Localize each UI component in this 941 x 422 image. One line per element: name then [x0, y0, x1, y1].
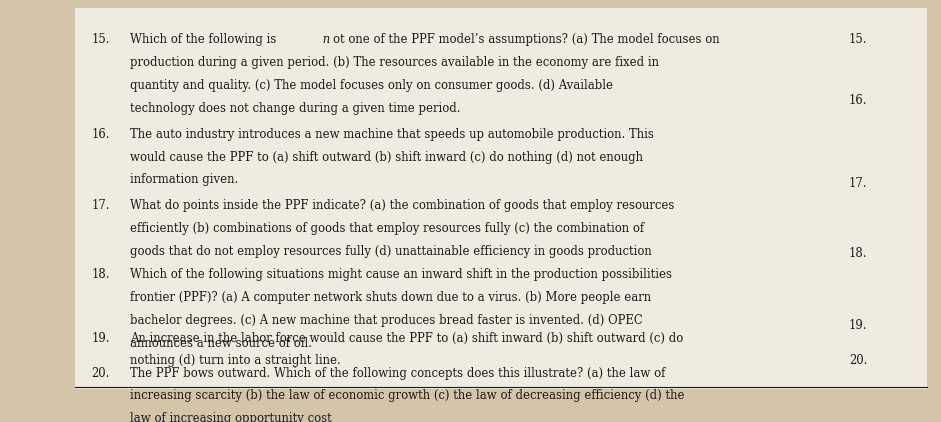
- Text: quantity and quality. (c) The model focuses only on consumer goods. (d) Availabl: quantity and quality. (c) The model focu…: [130, 79, 613, 92]
- Text: The auto industry introduces a new machine that speeds up automobile production.: The auto industry introduces a new machi…: [130, 128, 654, 141]
- Text: efficiently (b) combinations of goods that employ resources fully (c) the combin: efficiently (b) combinations of goods th…: [130, 222, 644, 235]
- Text: nothing (d) turn into a straight line.: nothing (d) turn into a straight line.: [130, 354, 341, 368]
- Text: 18.: 18.: [91, 268, 110, 281]
- Text: goods that do not employ resources fully (d) unattainable efficiency in goods pr: goods that do not employ resources fully…: [130, 245, 651, 258]
- Text: 19.: 19.: [849, 319, 868, 333]
- Text: What do points inside the PPF indicate? (a) the combination of goods that employ: What do points inside the PPF indicate? …: [130, 199, 675, 212]
- Text: frontier (PPF)? (a) A computer network shuts down due to a virus. (b) More peopl: frontier (PPF)? (a) A computer network s…: [130, 291, 651, 304]
- Text: An increase in the labor force would cause the PPF to (a) shift inward (b) shift: An increase in the labor force would cau…: [130, 332, 683, 345]
- Text: increasing scarcity (b) the law of economic growth (c) the law of decreasing eff: increasing scarcity (b) the law of econo…: [130, 390, 684, 403]
- Text: production during a given period. (b) The resources available in the economy are: production during a given period. (b) Th…: [130, 56, 659, 69]
- Text: announces a new source of oil.: announces a new source of oil.: [130, 337, 311, 350]
- Text: The PPF bows outward. Which of the following concepts does this illustrate? (a) : The PPF bows outward. Which of the follo…: [130, 367, 665, 380]
- Text: law of increasing opportunity cost: law of increasing opportunity cost: [130, 412, 331, 422]
- Text: 15.: 15.: [849, 33, 868, 46]
- Text: Which of the following situations might cause an inward shift in the production : Which of the following situations might …: [130, 268, 672, 281]
- Text: ot​ one of the PPF model’s assumptions? (a) The model focuses on: ot​ one of the PPF model’s assumptions? …: [333, 33, 720, 46]
- Text: ​n: ​n: [319, 33, 330, 46]
- Text: 18.: 18.: [849, 247, 868, 260]
- Text: 16.: 16.: [91, 128, 110, 141]
- Text: 20.: 20.: [91, 367, 110, 380]
- Text: technology does not change during a given time period.: technology does not change during a give…: [130, 102, 460, 115]
- Text: 17.: 17.: [91, 199, 110, 212]
- Text: Which of the following is: Which of the following is: [130, 33, 277, 46]
- Text: information given.: information given.: [130, 173, 238, 187]
- Text: would cause the PPF to (a) shift outward (b) shift inward (c) do nothing (d) not: would cause the PPF to (a) shift outward…: [130, 151, 643, 164]
- Text: 19.: 19.: [91, 332, 110, 345]
- Text: 15.: 15.: [91, 33, 110, 46]
- Text: 16.: 16.: [849, 94, 868, 107]
- Text: 17.: 17.: [849, 177, 868, 190]
- Text: bachelor degrees. (c) A new machine that produces bread faster is invented. (d) : bachelor degrees. (c) A new machine that…: [130, 314, 643, 327]
- Text: 20.: 20.: [849, 354, 868, 367]
